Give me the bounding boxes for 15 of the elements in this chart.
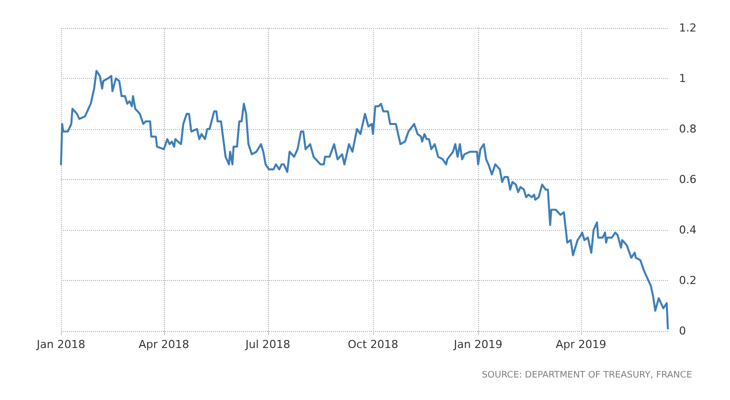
x-tick-label: Apr 2019 xyxy=(556,338,606,351)
y-tick-label: 1 xyxy=(679,72,686,85)
y-tick-label: 0 xyxy=(679,324,686,338)
y-tick-label: 0.6 xyxy=(679,173,696,186)
x-tick-label: Apr 2018 xyxy=(138,338,190,351)
x-tick-label: Jan 2018 xyxy=(36,338,86,351)
line-series xyxy=(60,70,669,330)
x-tick-label: Jul 2018 xyxy=(244,338,290,351)
x-tick-label: Jan 2019 xyxy=(452,338,502,351)
x-tick-label: Oct 2018 xyxy=(348,338,398,351)
y-tick-label: 0.4 xyxy=(679,224,696,236)
y-tick-label: 0.2 xyxy=(679,274,696,287)
y-tick-label: 0.8 xyxy=(679,122,696,136)
source-note: SOURCE: DEPARTMENT OF TREASURY, FRANCE xyxy=(482,370,692,380)
y-tick-label: 1.2 xyxy=(679,22,696,34)
